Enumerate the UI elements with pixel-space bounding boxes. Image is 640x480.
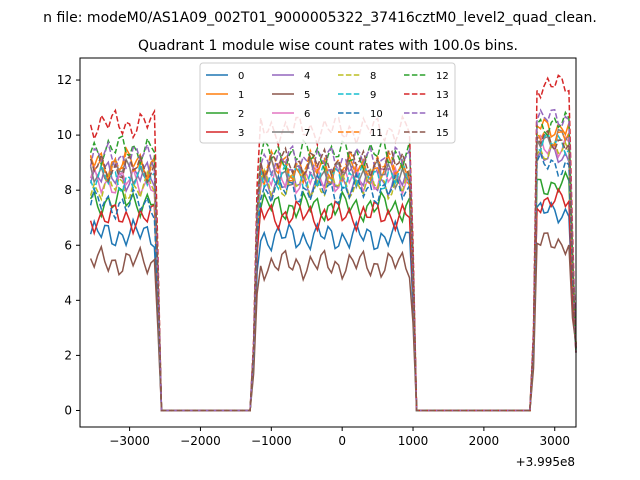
- chart-title: Quadrant 1 module wise count rates with …: [138, 38, 518, 54]
- legend-label: 4: [304, 71, 310, 82]
- series-line-9: [89, 130, 577, 412]
- legend-label: 3: [238, 128, 244, 139]
- legend-label: 13: [436, 90, 449, 101]
- legend-label: 8: [370, 71, 376, 82]
- y-tick-label: 4: [64, 293, 72, 307]
- series-line-0: [89, 201, 577, 412]
- legend-label: 6: [304, 109, 310, 120]
- axes-frame: [79, 57, 577, 428]
- x-axis-ticks: −3000 −2000 −1000 0 1000 2000 3000: [109, 427, 570, 448]
- series-line-15: [89, 129, 577, 412]
- x-tick-label: −3000: [109, 434, 150, 448]
- x-tick-label: −1000: [251, 434, 292, 448]
- series-line-3: [89, 187, 577, 412]
- x-tick-label: −2000: [180, 434, 221, 448]
- series-line-14: [89, 108, 577, 412]
- series-line-10: [89, 151, 577, 412]
- y-tick-label: 0: [64, 403, 72, 417]
- series-lines: [89, 74, 577, 412]
- x-tick-label: 1000: [398, 434, 429, 448]
- legend-label: 10: [370, 109, 383, 120]
- legend-label: 5: [304, 90, 310, 101]
- y-tick-label: 6: [64, 238, 72, 252]
- y-tick-label: 10: [57, 128, 72, 142]
- legend-label: 0: [238, 71, 244, 82]
- x-tick-label: 0: [338, 434, 346, 448]
- legend-label: 15: [436, 128, 449, 139]
- y-axis-ticks: 0 2 4 6 8 10 12: [57, 73, 80, 417]
- legend-label: 11: [370, 128, 383, 139]
- legend-box: [199, 62, 456, 144]
- y-tick-label: 8: [64, 183, 72, 197]
- legend-label: 1: [238, 90, 244, 101]
- y-tick-label: 2: [64, 348, 72, 362]
- x-tick-label: 2000: [469, 434, 500, 448]
- y-tick-label: 12: [57, 73, 72, 87]
- legend-label: 9: [370, 90, 376, 101]
- x-axis-offset-label: +3.995e8: [516, 455, 575, 469]
- figure-suptitle: n file: modeM0/AS1A09_002T01_9000005322_…: [43, 10, 597, 26]
- legend-label: 14: [436, 109, 449, 120]
- legend-label: 12: [436, 71, 449, 82]
- x-tick-label: 3000: [539, 434, 570, 448]
- legend-label: 2: [238, 109, 244, 120]
- legend-label: 7: [304, 128, 310, 139]
- series-line-5: [89, 232, 577, 412]
